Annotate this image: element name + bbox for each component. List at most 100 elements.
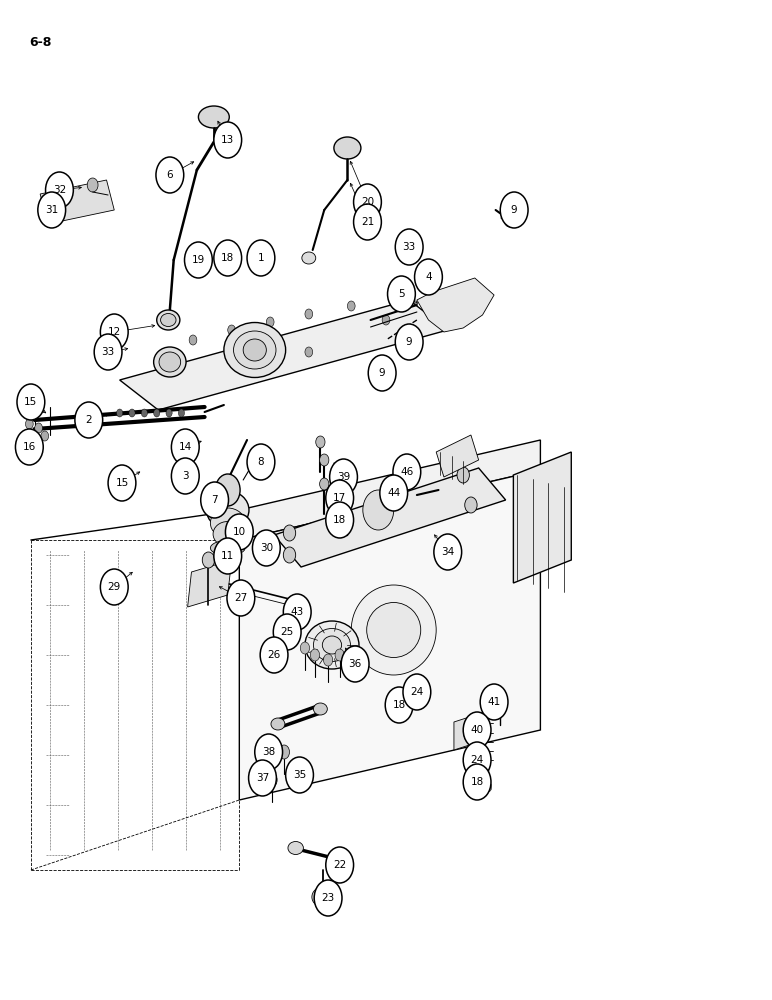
Circle shape (326, 847, 354, 883)
Circle shape (385, 687, 413, 723)
Text: 36: 36 (348, 659, 362, 669)
Ellipse shape (302, 252, 316, 264)
Text: 39: 39 (337, 472, 350, 482)
Text: 32: 32 (52, 185, 66, 195)
Circle shape (228, 325, 235, 335)
Circle shape (202, 552, 215, 568)
Ellipse shape (210, 540, 245, 556)
Text: 18: 18 (333, 515, 347, 525)
Ellipse shape (351, 585, 436, 675)
Text: 24: 24 (470, 755, 484, 765)
Ellipse shape (233, 331, 276, 369)
Circle shape (434, 534, 462, 570)
Circle shape (279, 745, 290, 759)
Text: 5: 5 (398, 289, 405, 299)
Ellipse shape (288, 842, 303, 854)
Circle shape (171, 429, 199, 465)
Circle shape (247, 444, 275, 480)
Ellipse shape (210, 508, 245, 538)
Circle shape (354, 184, 381, 220)
Circle shape (35, 423, 42, 433)
Circle shape (500, 192, 528, 228)
Text: 18: 18 (221, 253, 235, 263)
Ellipse shape (159, 352, 181, 372)
Circle shape (266, 317, 274, 327)
Circle shape (94, 334, 122, 370)
Circle shape (266, 773, 277, 787)
Circle shape (463, 712, 491, 748)
Circle shape (403, 674, 431, 710)
Text: 16: 16 (22, 442, 36, 452)
Circle shape (255, 734, 283, 770)
Text: 14: 14 (178, 442, 192, 452)
Ellipse shape (334, 137, 361, 159)
Text: 4: 4 (425, 272, 432, 282)
Circle shape (354, 204, 381, 240)
Text: 40: 40 (470, 725, 484, 735)
Polygon shape (436, 435, 479, 477)
Circle shape (286, 757, 313, 793)
Circle shape (393, 454, 421, 490)
Circle shape (154, 409, 160, 417)
Ellipse shape (213, 522, 242, 546)
Circle shape (17, 384, 45, 420)
Text: 27: 27 (234, 593, 248, 603)
Text: 1: 1 (258, 253, 264, 263)
Text: 6-8: 6-8 (29, 36, 52, 49)
Text: 13: 13 (221, 135, 235, 145)
Circle shape (316, 436, 325, 448)
Circle shape (141, 409, 147, 417)
Text: 41: 41 (487, 697, 501, 707)
Circle shape (341, 646, 369, 682)
Text: 6: 6 (167, 170, 173, 180)
Ellipse shape (312, 887, 334, 907)
Circle shape (330, 459, 357, 495)
Circle shape (129, 409, 135, 417)
Ellipse shape (367, 602, 421, 658)
Polygon shape (239, 470, 540, 800)
Circle shape (214, 122, 242, 158)
Ellipse shape (180, 466, 194, 478)
Circle shape (266, 355, 274, 365)
Circle shape (457, 467, 469, 483)
Ellipse shape (198, 106, 229, 128)
Circle shape (463, 764, 491, 800)
Text: 34: 34 (441, 547, 455, 557)
Circle shape (100, 314, 128, 350)
Circle shape (415, 259, 442, 295)
Circle shape (347, 301, 355, 311)
Circle shape (323, 654, 333, 666)
Circle shape (504, 213, 515, 227)
Text: 43: 43 (290, 607, 304, 617)
Text: 24: 24 (410, 687, 424, 697)
Text: 18: 18 (470, 777, 484, 787)
Ellipse shape (346, 861, 354, 868)
Text: 10: 10 (232, 527, 246, 537)
Text: 9: 9 (511, 205, 517, 215)
Circle shape (185, 242, 212, 278)
Circle shape (314, 880, 342, 916)
Ellipse shape (157, 310, 180, 330)
Text: 18: 18 (392, 700, 406, 710)
Circle shape (214, 538, 242, 574)
Text: 17: 17 (333, 493, 347, 503)
Circle shape (189, 335, 197, 345)
Text: 37: 37 (256, 773, 269, 783)
Circle shape (320, 478, 329, 490)
Text: 9: 9 (406, 337, 412, 347)
Ellipse shape (161, 314, 176, 326)
Circle shape (283, 525, 296, 541)
Circle shape (465, 497, 477, 513)
Circle shape (395, 324, 423, 360)
Polygon shape (239, 440, 540, 540)
Circle shape (75, 402, 103, 438)
Circle shape (283, 594, 311, 630)
Circle shape (178, 409, 185, 417)
Polygon shape (454, 712, 485, 750)
Ellipse shape (313, 629, 350, 662)
Text: 21: 21 (361, 217, 374, 227)
Ellipse shape (271, 718, 285, 730)
Circle shape (320, 454, 329, 466)
Text: 44: 44 (387, 488, 401, 498)
Text: 33: 33 (402, 242, 416, 252)
